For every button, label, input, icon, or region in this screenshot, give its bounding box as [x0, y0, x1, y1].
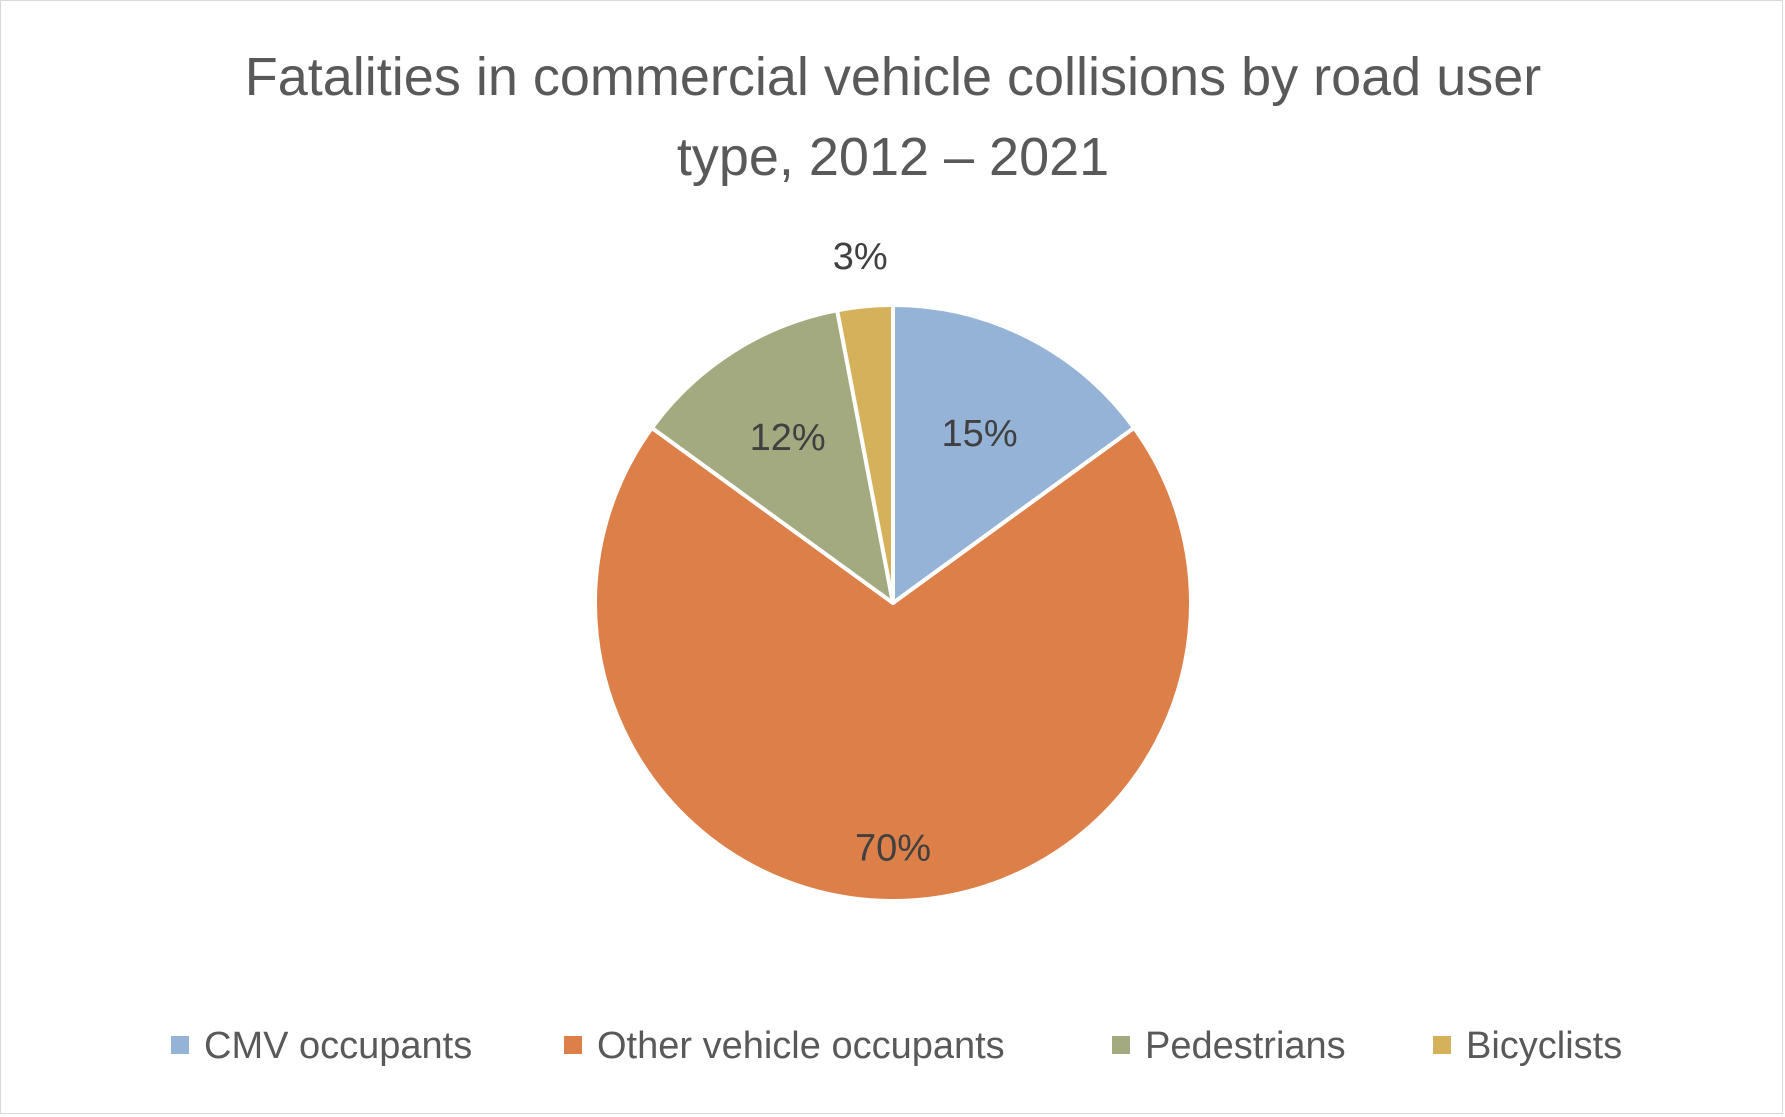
legend-label-pedestrians: Pedestrians — [1145, 1025, 1346, 1067]
pie-slices — [593, 303, 1193, 903]
legend-swatch-bicyclists — [1433, 1036, 1451, 1054]
pie-slice-bicyclists — [835, 303, 895, 605]
chart-title-line-2: type, 2012 – 2021 — [677, 127, 1109, 187]
data-label-other-vehicle-occupants: 70% — [855, 827, 931, 869]
legend: CMV occupants Other vehicle occupants Pede… — [171, 1025, 1622, 1067]
legend-swatch-other-vehicle-occupants — [564, 1036, 582, 1054]
data-label-pedestrians: 12% — [750, 417, 826, 459]
legend-swatch-pedestrians — [1112, 1036, 1130, 1054]
data-labels: 15% 70% 12% 3% — [750, 236, 1018, 869]
legend-label-other-vehicle-occupants: Other vehicle occupants — [597, 1025, 1005, 1067]
legend-label-bicyclists: Bicyclists — [1466, 1025, 1622, 1067]
legend-label-cmv-occupants: CMV occupants — [204, 1025, 472, 1067]
data-label-cmv-occupants: 15% — [942, 413, 1018, 455]
data-label-bicyclists: 3% — [833, 236, 888, 278]
chart-title-line-1: Fatalities in commercial vehicle collisi… — [245, 47, 1542, 107]
pie-slice-other-vehicle-occupants — [593, 425, 1193, 903]
pie-slice-cmv-occupants — [891, 303, 1137, 605]
pie-slice-pedestrians — [649, 308, 895, 605]
legend-swatch-cmv-occupants — [171, 1036, 189, 1054]
